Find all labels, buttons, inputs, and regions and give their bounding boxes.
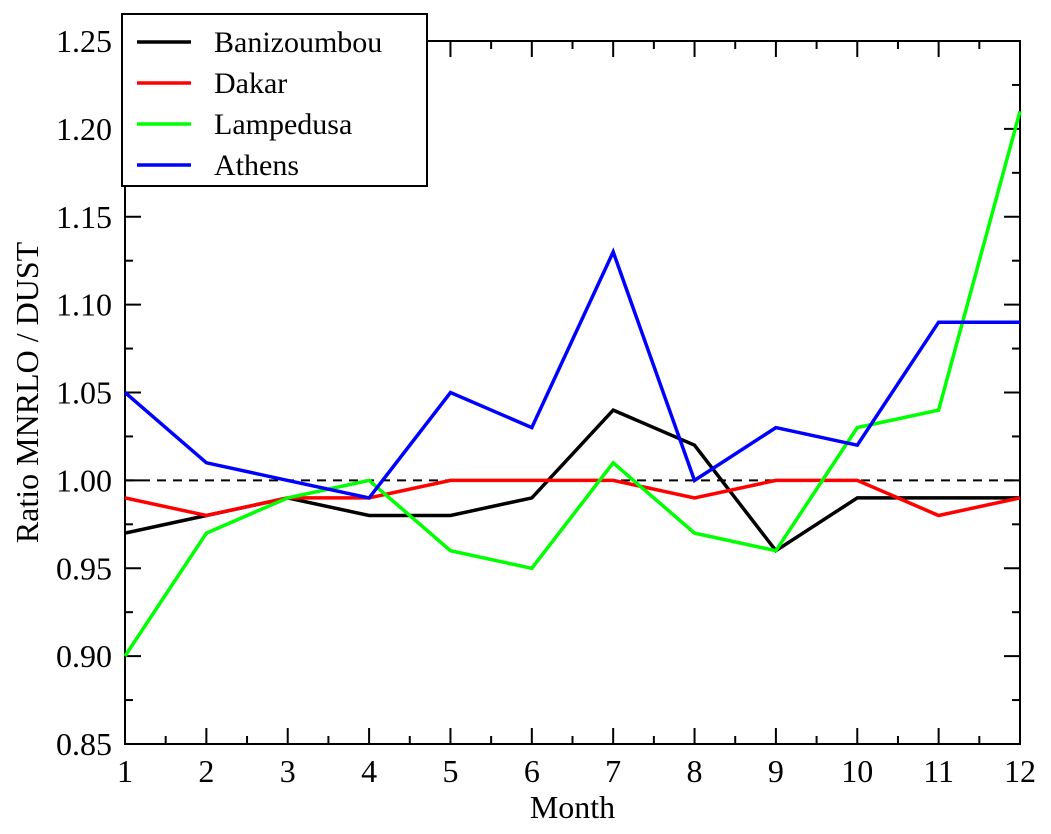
- legend: Banizoumbou Dakar Lampedusa Athens: [121, 13, 428, 187]
- x-tick-label: 2: [198, 753, 214, 789]
- x-tick-labels: 1 2 3 4 5 6 7 8 9 10 11 12: [117, 753, 1036, 789]
- series-line-dakar: [124, 478, 1021, 518]
- x-tick-label: 9: [768, 753, 784, 789]
- x-tick-label: 7: [605, 753, 621, 789]
- y-tick-label: 0.85: [56, 726, 112, 762]
- y-tick-label: 1.20: [56, 111, 112, 147]
- x-tick-label: 8: [687, 753, 703, 789]
- y-tick-label: 1.10: [56, 287, 112, 323]
- legend-label-dakar: Dakar: [214, 67, 287, 100]
- legend-items: Banizoumbou Dakar Lampedusa Athens: [137, 26, 382, 182]
- y-axis-title: Ratio MNRLO / DUST: [9, 241, 45, 543]
- series-lines: [123, 110, 1022, 658]
- legend-label-lampedusa: Lampedusa: [214, 108, 352, 141]
- x-tick-label: 6: [524, 753, 540, 789]
- legend-label-athens: Athens: [214, 149, 299, 182]
- y-tick-labels: 0.85 0.90 0.95 1.00 1.05 1.10 1.15 1.20 1.25: [56, 23, 112, 762]
- y-tick-label: 1.05: [56, 375, 112, 411]
- x-tick-label: 10: [841, 753, 873, 789]
- x-tick-label: 5: [442, 753, 458, 789]
- series-line-athens: [123, 247, 1020, 500]
- y-tick-label: 0.90: [56, 638, 112, 674]
- y-tick-label: 1.00: [56, 462, 112, 498]
- x-tick-label: 1: [117, 753, 133, 789]
- y-tick-label: 1.25: [56, 23, 112, 59]
- series-line-lampedusa: [123, 110, 1022, 658]
- x-tick-label: 12: [1004, 753, 1036, 789]
- x-axis-title: Month: [530, 789, 615, 825]
- x-tick-label: 4: [361, 753, 377, 789]
- y-tick-label: 0.95: [56, 550, 112, 586]
- legend-label-banizoumbou: Banizoumbou: [214, 26, 382, 59]
- x-tick-label: 3: [280, 753, 296, 789]
- plot-area: [123, 40, 1022, 745]
- x-tick-label: 11: [923, 753, 954, 789]
- y-tick-label: 1.15: [56, 199, 112, 235]
